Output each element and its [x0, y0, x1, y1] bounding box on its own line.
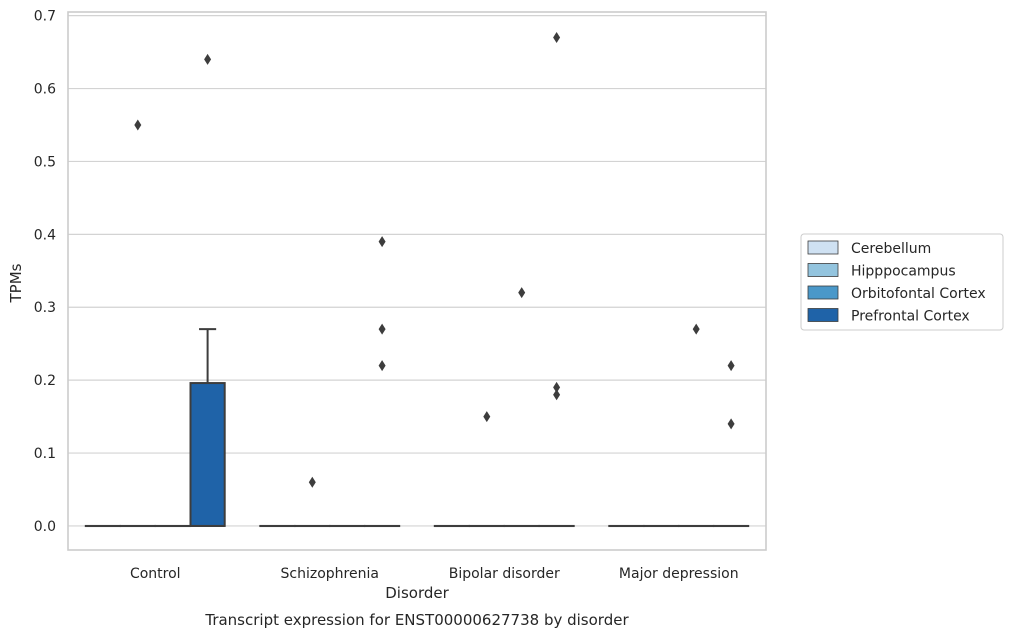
y-tick-label: 0.2: [34, 373, 56, 389]
outlier-point: [727, 418, 735, 430]
legend-swatch: [807, 308, 839, 322]
outlier-point: [378, 323, 386, 335]
legend-label: Cerebellum: [851, 241, 931, 257]
outlier-point: [692, 323, 700, 335]
legend-swatch: [807, 285, 839, 300]
plot-frame: [67, 11, 767, 551]
x-axis-label: Disorder: [385, 584, 449, 602]
grid-lines: [68, 15, 766, 527]
y-tick-label: 0.6: [34, 82, 56, 98]
outlier-point: [727, 360, 735, 372]
legend-label: Prefrontal Cortex: [851, 309, 970, 325]
outlier-point: [553, 381, 561, 393]
x-axis: Control Schizophrenia Bipolar disorder Majo…: [130, 566, 739, 582]
box-hipppocampus: [119, 119, 156, 528]
y-tick-label: 0.0: [34, 519, 56, 535]
outlier-point: [308, 476, 316, 488]
box-prefrontal-cortex: [712, 360, 750, 528]
outlier-point: [518, 287, 526, 299]
legend: Cerebellum Hipppocampus Orbitofontal Corte…: [800, 233, 1004, 331]
legend-label: Orbitofontal Cortex: [851, 286, 986, 302]
boxes: [84, 32, 750, 528]
box-hipppocampus: [468, 411, 505, 528]
outlier-point: [553, 389, 561, 401]
y-axis: 0.0 0.1 0.2 0.3 0.4 0.5 0.6 0.7: [34, 9, 56, 535]
outlier-point: [553, 32, 561, 44]
y-tick-label: 0.3: [34, 300, 56, 316]
x-tick-label: Major depression: [619, 566, 739, 582]
outlier-point: [204, 53, 212, 65]
y-tick-label: 0.5: [34, 154, 56, 170]
legend-frame: [800, 233, 1004, 331]
x-tick-label: Schizophrenia: [281, 566, 379, 582]
y-tick-label: 0.4: [34, 227, 56, 243]
outlier-point: [378, 360, 386, 372]
box-orbitofontal-cortex: [678, 323, 715, 528]
box-prefrontal-cortex: [189, 53, 226, 527]
box-body: [189, 382, 226, 527]
x-tick-label: Bipolar disorder: [449, 566, 560, 582]
legend-label: Hipppocampus: [851, 264, 956, 280]
legend-swatch: [807, 240, 839, 255]
box-prefrontal-cortex: [363, 236, 401, 528]
outlier-point: [378, 236, 386, 248]
chart-caption: Transcript expression for ENST0000062773…: [204, 611, 629, 629]
box-hipppocampus: [294, 476, 331, 528]
y-axis-label: TPMs: [7, 263, 25, 303]
outlier-point: [134, 119, 142, 131]
legend-swatch: [807, 263, 839, 277]
box-prefrontal-cortex: [538, 32, 575, 528]
x-tick-label: Control: [130, 566, 181, 582]
y-tick-label: 0.1: [34, 446, 56, 462]
outlier-point: [483, 411, 491, 423]
y-tick-label: 0.7: [34, 9, 56, 25]
box-orbitofontal-cortex: [503, 287, 540, 528]
